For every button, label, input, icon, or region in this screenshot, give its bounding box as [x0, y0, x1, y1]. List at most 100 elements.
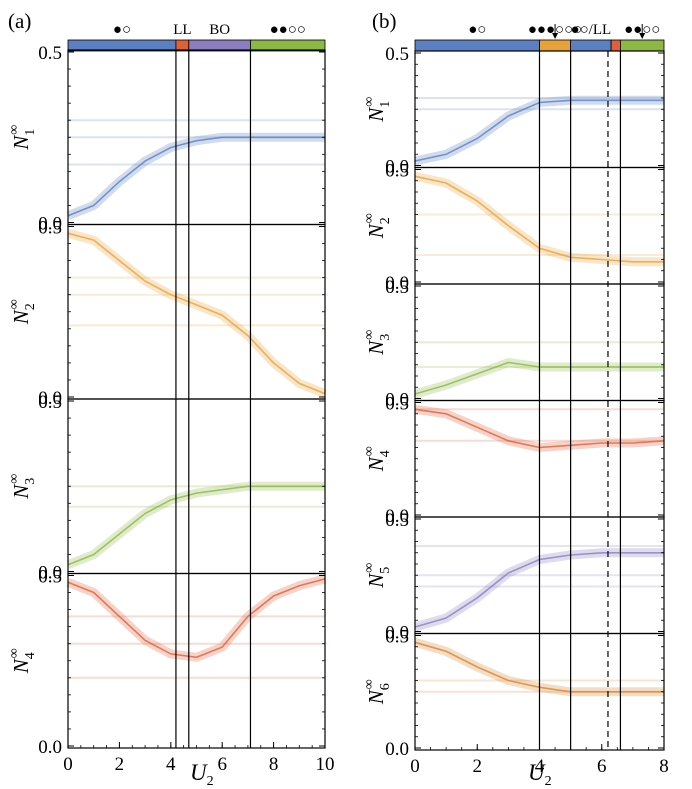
ytick-label-b-6-1: 0.5	[385, 627, 409, 648]
ylabel-sup-a-1: ∞	[7, 125, 22, 135]
ytick-label-b-2-0: 0.0	[385, 273, 409, 294]
ylabel-sub-a-3: 3	[23, 478, 38, 485]
panel-b-label: (b)	[372, 9, 397, 33]
ylabel-sup-b-2: ∞	[362, 213, 377, 223]
ylabel-b-2: N2∞	[362, 213, 393, 239]
ylabel-sup-a-2: ∞	[7, 299, 22, 309]
ytick-label-b-1-1: 0.5	[385, 44, 409, 65]
ytick-label-a-4-0: 0.0	[38, 737, 62, 758]
ytick-label-a-3-1: 0.5	[38, 392, 62, 413]
series-a-1	[67, 136, 325, 217]
ylabel-sub-b-5: 5	[378, 567, 393, 574]
subplot-a-3: 0.0 0.5 N3∞	[7, 392, 326, 584]
subplot-b-5: 0.0 0.5 N5∞	[362, 510, 665, 644]
series-a-2	[67, 232, 326, 395]
ylabel-b-4: N4∞	[362, 446, 393, 472]
series-a-3	[67, 485, 325, 566]
ytick-label-a-1-1: 0.5	[38, 43, 62, 64]
ylabel-main-a-4: N	[9, 658, 33, 674]
subplot-b-6: 0.0 0.5 N6∞	[362, 627, 665, 760]
subplot-b-4: 0.0 0.5 N4∞	[362, 394, 665, 527]
panel-a-label: (a)	[8, 9, 31, 33]
ytick-label-b-6-0: 0.0	[385, 739, 409, 760]
ylabel-main-b-5: N	[364, 573, 388, 589]
ylabel-main-a-3: N	[9, 484, 33, 500]
ylabel-a-1: N1∞	[7, 125, 38, 151]
ylabel-sup-b-3: ∞	[362, 330, 377, 340]
ylabel-main-b-4: N	[364, 456, 388, 472]
ylabel-a-4: N4∞	[7, 648, 38, 674]
phase-bar-b-1	[539, 39, 572, 52]
ylabel-sup-b-6: ∞	[362, 679, 377, 689]
phase-bar-a-0	[67, 39, 177, 52]
xtick-label-a-1: 2	[115, 754, 125, 775]
phase-bar-b-0	[414, 39, 540, 52]
subplot-a-4: 0.0 0.5 N4∞	[7, 567, 327, 758]
xtick-label-b-2: 4	[535, 756, 545, 777]
ytick-label-b-5-1: 0.5	[385, 510, 409, 531]
subplot-a-2: 0.0 0.5 N2∞	[7, 218, 327, 409]
xtick-label-b-4: 8	[659, 756, 669, 777]
ylabel-sub-b-2: 2	[378, 217, 393, 224]
series-a-4	[67, 578, 326, 659]
xtick-label-b-0: 0	[410, 756, 420, 777]
ytick-label-a-3-0: 0.0	[38, 563, 62, 584]
ytick-label-b-3-0: 0.0	[385, 390, 409, 411]
ytick-label-a-2-1: 0.5	[38, 218, 62, 239]
subplot-b-1: 0.0 0.5 N1∞	[362, 44, 665, 178]
panel-b: ●○ ●●●○○○●○/LL ●●○○0.00.5N1∞0.00.5N2∞0.00.…	[362, 22, 669, 777]
ylabel-sup-a-3: ∞	[7, 474, 22, 484]
ytick-label-b-1-0: 0.0	[385, 157, 409, 178]
x-axis-label-a: U2	[190, 760, 214, 789]
xtick-label-a-5: 10	[316, 754, 335, 775]
ytick-label-b-2-1: 0.5	[385, 161, 409, 182]
ytick-label-a-1-0: 0.0	[38, 214, 62, 235]
phase-label-b-0: ●○	[468, 22, 486, 38]
ylabel-main-b-3: N	[364, 340, 388, 356]
phase-bar-b-2	[570, 39, 612, 52]
phase-label-a-2: BO	[209, 22, 230, 38]
xtick-label-a-0: 0	[63, 754, 73, 775]
phase-label-b-2: ●○/LL	[571, 22, 612, 38]
series-halo-a-3	[66, 481, 325, 569]
ylabel-sub-b-1: 1	[378, 101, 393, 108]
xtick-label-b-1: 2	[473, 756, 483, 777]
phase-bar-a-2	[188, 39, 251, 52]
ylabel-sub-b-3: 3	[378, 334, 393, 341]
xtick-label-a-3: 6	[217, 754, 227, 775]
ytick-label-b-4-1: 0.5	[385, 394, 409, 415]
series-halo-a-1	[66, 132, 325, 220]
phase-bar-b-3	[610, 39, 621, 52]
ylabel-sub-a-4: 4	[23, 652, 38, 659]
ylabel-sup-b-4: ∞	[362, 446, 377, 456]
subplot-a-1: 0.0 0.5 N1∞	[7, 43, 326, 235]
phase-bar-a-3	[250, 39, 326, 52]
ylabel-sup-b-1: ∞	[362, 97, 377, 107]
x-axis-label-b: U2	[528, 760, 552, 789]
xtick-label-a-2: 4	[166, 754, 176, 775]
ylabel-b-6: N6∞	[362, 679, 393, 705]
phase-label-a-1: LL	[173, 22, 191, 38]
arrow-orange-phase-head	[552, 33, 559, 39]
ylabel-main-b-1: N	[364, 107, 388, 123]
ylabel-a-3: N3∞	[7, 474, 38, 500]
ylabel-b-3: N3∞	[362, 330, 393, 356]
ytick-label-a-4-1: 0.5	[38, 567, 62, 588]
phase-label-a-3: ●●○○	[270, 22, 306, 38]
ytick-label-b-4-0: 0.0	[385, 506, 409, 527]
ylabel-sub-b-6: 6	[378, 683, 393, 690]
phase-label-a-0: ●○	[113, 22, 131, 38]
subplot-b-2: 0.0 0.5 N2∞	[362, 161, 665, 294]
arrow-green-phase-head	[639, 33, 646, 39]
ytick-label-a-2-0: 0.0	[38, 388, 62, 409]
xtick-label-a-4: 8	[269, 754, 279, 775]
xtick-label-b-3: 6	[597, 756, 607, 777]
ylabel-main-a-1: N	[9, 135, 33, 151]
ytick-label-b-5-0: 0.0	[385, 623, 409, 644]
ylabel-sub-b-4: 4	[378, 450, 393, 457]
ylabel-main-b-2: N	[364, 223, 388, 239]
panel-a: ●○ LL BO ●●○○0.00.5N1∞0.00.5N2∞0.00.5N3∞0.0…	[7, 22, 335, 775]
subplot-b-3: 0.0 0.5 N3∞	[362, 277, 665, 411]
ytick-label-b-3-1: 0.5	[385, 277, 409, 298]
